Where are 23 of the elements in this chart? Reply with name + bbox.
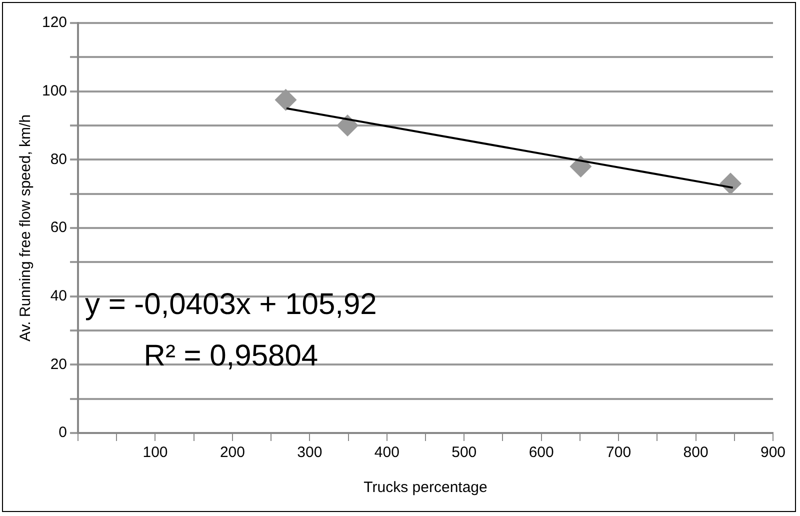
x-tick-label: 700 (606, 444, 632, 462)
x-axis-title: Trucks percentage (364, 479, 488, 496)
y-tick-label: 0 (58, 424, 68, 442)
annotation: R² = 0,95804 (144, 339, 318, 372)
x-tick-label: 200 (220, 444, 245, 462)
y-tick-label: 40 (50, 287, 68, 304)
y-tick-label: 60 (50, 219, 68, 236)
x-tick-label: 800 (683, 444, 708, 462)
point (336, 114, 359, 136)
x-tick-label: 400 (374, 444, 400, 462)
x-tick-label: 600 (528, 444, 554, 462)
y-axis-title: Av. Running free flow speed, km/h (17, 114, 34, 342)
x-tick-label: 100 (142, 444, 168, 462)
x-tick-label: 300 (297, 444, 322, 462)
y-tick-label: 120 (42, 14, 68, 32)
point (720, 172, 742, 195)
point (274, 88, 297, 111)
x-tick-label: 900 (760, 444, 786, 462)
y-tick-label: 80 (50, 150, 68, 168)
annotation: y = -0,0403x + 105,92 (84, 288, 377, 322)
y-tick-label: 20 (50, 356, 68, 373)
x-tick-label: 500 (452, 444, 477, 462)
y-tick-label: 100 (42, 82, 68, 100)
